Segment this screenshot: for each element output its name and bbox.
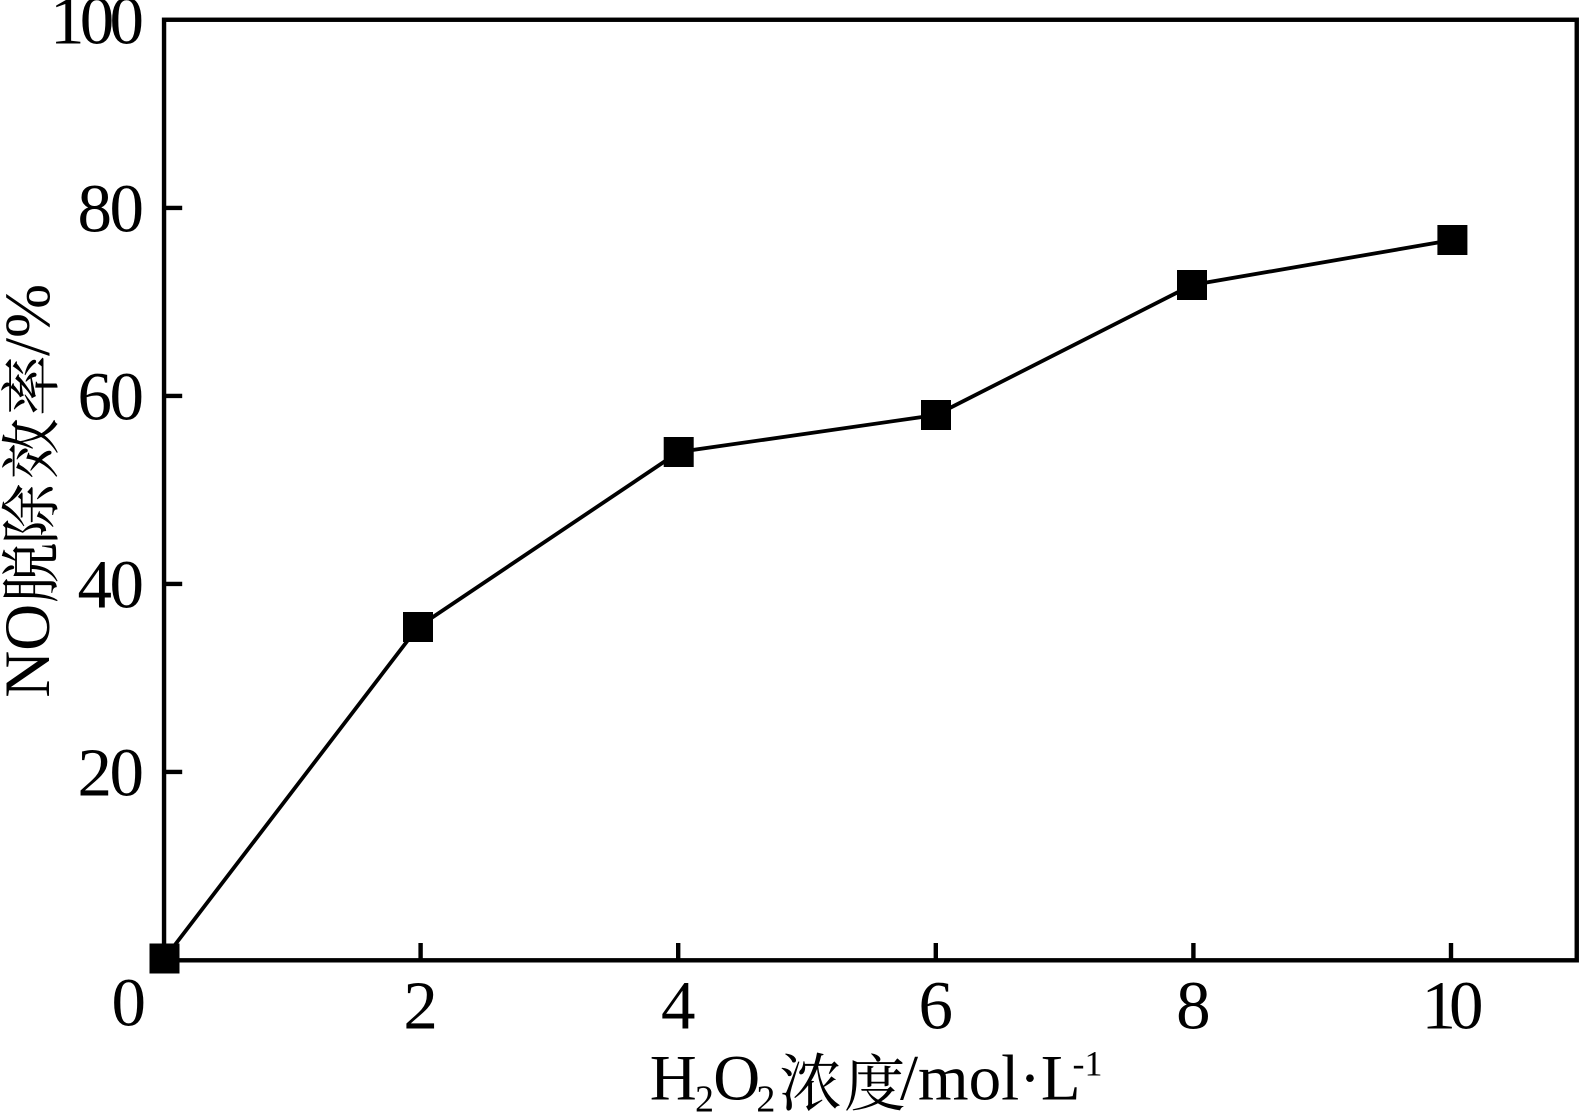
- svg-text:2: 2: [403, 967, 438, 1043]
- svg-text:2: 2: [756, 1079, 775, 1117]
- svg-text:O: O: [713, 1042, 760, 1114]
- svg-text:NO: NO: [0, 604, 64, 698]
- svg-text:8: 8: [1176, 967, 1211, 1043]
- svg-text:6: 6: [919, 967, 954, 1043]
- svg-text:0: 0: [112, 965, 147, 1041]
- svg-text:20: 20: [78, 735, 145, 811]
- svg-text:2: 2: [695, 1079, 714, 1117]
- svg-text:/%: /%: [0, 284, 64, 356]
- svg-text:4: 4: [661, 967, 696, 1043]
- svg-text:80: 80: [78, 171, 145, 247]
- svg-text:H: H: [650, 1042, 697, 1114]
- svg-text:100: 100: [50, 0, 144, 58]
- svg-text:-1: -1: [1073, 1044, 1103, 1084]
- svg-text:60: 60: [78, 359, 145, 435]
- svg-text:/mol·L: /mol·L: [900, 1042, 1081, 1114]
- svg-text:40: 40: [78, 547, 145, 623]
- svg-text:10: 10: [1422, 967, 1484, 1043]
